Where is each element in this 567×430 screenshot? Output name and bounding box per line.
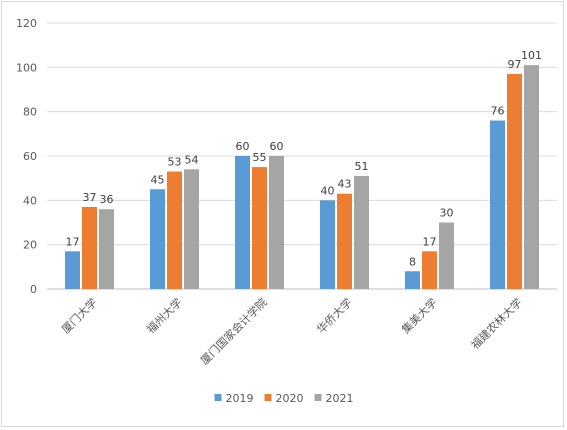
category-label: 华侨大学 xyxy=(314,295,355,336)
data-label: 97 xyxy=(508,58,522,71)
y-tick-label: 40 xyxy=(23,194,37,207)
data-label: 54 xyxy=(185,153,199,166)
legend: 2019 2020 2021 xyxy=(214,392,354,405)
gridlines xyxy=(47,22,557,290)
legend-swatch xyxy=(264,394,272,401)
data-label: 60 xyxy=(236,140,250,153)
bar-2020 xyxy=(252,167,267,289)
data-label: 45 xyxy=(151,173,165,186)
data-label: 40 xyxy=(321,184,335,197)
legend-label: 2019 xyxy=(226,392,254,405)
category-label: 福建农林大学 xyxy=(468,295,525,352)
bar-2020 xyxy=(422,251,437,289)
legend-swatch xyxy=(214,394,222,401)
y-tick-label: 60 xyxy=(23,150,37,163)
bars xyxy=(65,65,539,290)
category-label: 厦门国家会计学院 xyxy=(197,295,269,367)
bar-2020 xyxy=(337,193,352,289)
data-label: 43 xyxy=(338,178,352,191)
x-axis-categories: 厦门大学 福州大学 厦门国家会计学院 华侨大学 集美大学 福建农林大学 xyxy=(59,295,525,367)
bar-2021 xyxy=(354,175,369,289)
category-label: 集美大学 xyxy=(399,295,440,336)
bar-2021 xyxy=(439,222,454,289)
bar-2020 xyxy=(507,73,522,289)
legend-swatch xyxy=(314,394,322,401)
bar-2019 xyxy=(65,251,80,289)
bar-2021 xyxy=(184,169,199,289)
data-label: 30 xyxy=(440,207,454,220)
bar-2019 xyxy=(405,271,420,289)
data-label: 55 xyxy=(253,151,267,164)
bar-2021 xyxy=(269,156,284,289)
y-tick-label: 0 xyxy=(30,283,37,296)
y-tick-label: 100 xyxy=(16,61,37,74)
bar-2020 xyxy=(167,171,182,289)
data-label: 76 xyxy=(491,105,505,118)
data-label: 53 xyxy=(168,156,182,169)
category-label: 厦门大学 xyxy=(59,295,100,336)
data-label: 101 xyxy=(521,49,542,62)
y-axis-ticks: 0 20 40 60 80 100 120 xyxy=(16,17,37,296)
data-label: 17 xyxy=(423,235,437,248)
bar-2019 xyxy=(235,156,250,289)
bar-2020 xyxy=(82,206,97,289)
y-tick-label: 80 xyxy=(23,106,37,119)
legend-label: 2020 xyxy=(276,392,304,405)
bar-2019 xyxy=(320,200,335,289)
data-label: 37 xyxy=(83,191,97,204)
bar-2019 xyxy=(150,189,165,289)
bar-2021 xyxy=(99,209,114,289)
bar-2019 xyxy=(490,120,505,290)
category-label: 福州大学 xyxy=(144,295,185,336)
data-label: 17 xyxy=(66,235,80,248)
data-label: 60 xyxy=(270,140,284,153)
data-label: 36 xyxy=(100,193,114,206)
data-label: 51 xyxy=(355,160,369,173)
y-tick-label: 120 xyxy=(16,17,37,30)
legend-label: 2021 xyxy=(326,392,354,405)
y-tick-label: 20 xyxy=(23,239,37,252)
bar-2021 xyxy=(524,65,539,289)
data-label: 8 xyxy=(409,255,416,268)
